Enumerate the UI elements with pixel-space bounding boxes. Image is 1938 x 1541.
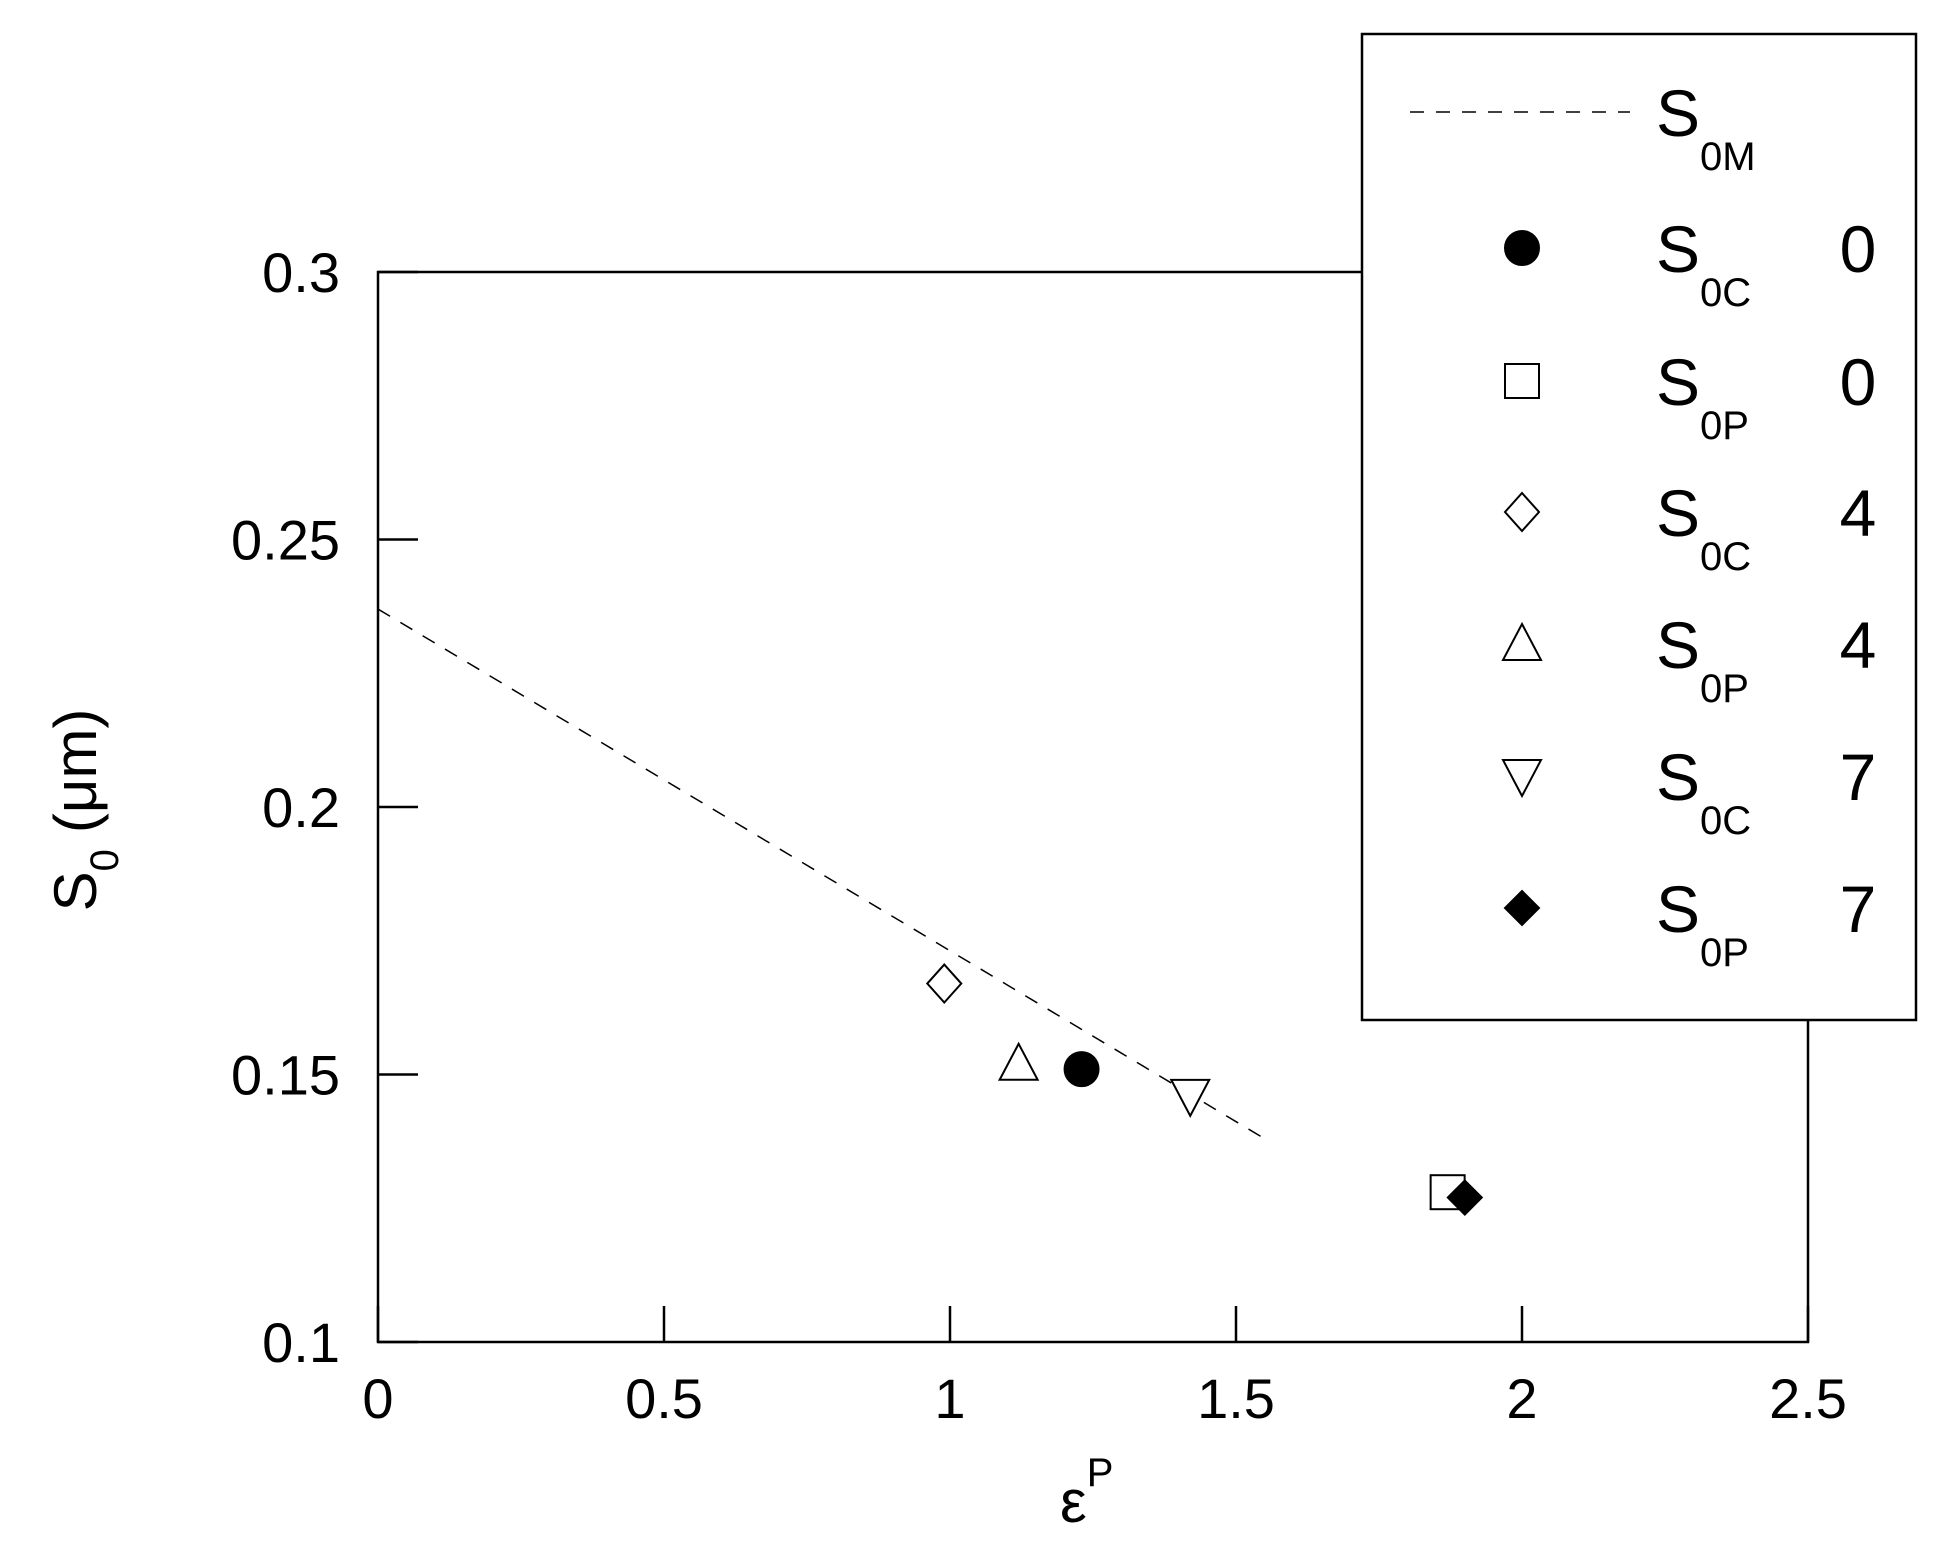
x-tick-label: 1 xyxy=(934,1367,965,1430)
x-tick-label: 0 xyxy=(362,1367,393,1430)
legend-label-sub: 0P xyxy=(1700,931,1749,975)
legend-value-s0c-0: 0 xyxy=(1840,212,1877,286)
plot-layer xyxy=(377,608,1484,1216)
legend-label-main: S xyxy=(1656,740,1700,814)
y-tick-label: 0.25 xyxy=(231,509,340,572)
x-tick-label: 1.5 xyxy=(1197,1367,1275,1430)
legend-marker-s0c-4 xyxy=(1503,491,1541,533)
legend-label-s0c-4: S0C xyxy=(1656,476,1751,579)
y-axis-title-main: S xyxy=(42,871,109,911)
legend-value-s0p-0: 0 xyxy=(1840,345,1877,419)
legend-label-main: S xyxy=(1656,608,1700,682)
legend-value-s0c-7: 7 xyxy=(1840,740,1877,814)
series-line-s0m xyxy=(377,608,1265,1140)
legend-value-s0p-7: 7 xyxy=(1840,872,1877,946)
y-axis-title-sub: 0 xyxy=(83,849,127,871)
legend-label-main: S xyxy=(1656,212,1700,286)
legend-value-s0c-4: 4 xyxy=(1840,476,1877,550)
y-tick-label: 0.15 xyxy=(231,1044,340,1107)
legend-label-s0p-0: S0P xyxy=(1656,345,1749,448)
data-point-s0c-4 xyxy=(925,963,963,1005)
legend-label-main: S xyxy=(1656,476,1700,550)
y-tick-label: 0.1 xyxy=(262,1311,340,1374)
legend-label-main: S xyxy=(1656,76,1700,150)
legend-label-sub: 0P xyxy=(1700,667,1749,711)
legend-marker-s0p-0 xyxy=(1504,363,1540,399)
legend-value-s0p-4: 4 xyxy=(1840,608,1877,682)
legend-marker-s0c-7 xyxy=(1501,759,1543,799)
tick-labels: 0 0.5 1 1.5 2 2.5 0.1 0.15 0.2 0.25 0.3 xyxy=(231,241,1847,1430)
legend-label-main: S xyxy=(1656,345,1700,419)
legend-label-s0p-4: S0P xyxy=(1656,608,1749,711)
legend-label-sub: 0P xyxy=(1700,404,1749,448)
legend-label-sub: 0M xyxy=(1700,135,1756,179)
legend-box xyxy=(1360,32,1918,1022)
legend-label-s0c-0: S0C xyxy=(1656,212,1751,315)
x-axis-title: εP xyxy=(1060,1451,1113,1535)
data-point-s0c-0 xyxy=(1063,1051,1100,1088)
axis-ticks xyxy=(376,270,1810,1344)
legend-label-main: S xyxy=(1656,872,1700,946)
y-tick-label: 0.2 xyxy=(262,776,340,839)
y-axis-title-unit: (μm) xyxy=(42,709,109,834)
data-point-s0p-4 xyxy=(997,1041,1040,1081)
legend-label-sub: 0C xyxy=(1700,799,1751,843)
x-tick-label: 0.5 xyxy=(625,1367,703,1430)
legend-label-s0p-7: S0P xyxy=(1656,872,1749,975)
data-point-s0p-7 xyxy=(1446,1179,1484,1216)
y-tick-label: 0.3 xyxy=(262,241,340,304)
x-axis-title-main: ε xyxy=(1060,1468,1087,1535)
legend-marker-s0p-7 xyxy=(1503,889,1541,927)
legend-label-sub: 0C xyxy=(1700,271,1751,315)
legend-label-s0m: S0M xyxy=(1656,76,1756,179)
y-axis-title: S0 (μm) xyxy=(42,709,127,912)
legend-label-sub: 0C xyxy=(1700,535,1751,579)
legend-marker-s0p-4 xyxy=(1501,621,1543,661)
data-point-s0c-7 xyxy=(1169,1078,1211,1119)
x-tick-label: 2 xyxy=(1506,1367,1537,1430)
x-axis-title-sup: P xyxy=(1087,1451,1114,1495)
legend-marker-s0c-0 xyxy=(1504,230,1540,266)
legend-label-s0c-7: S0C xyxy=(1656,740,1751,843)
x-tick-label: 2.5 xyxy=(1769,1367,1847,1430)
